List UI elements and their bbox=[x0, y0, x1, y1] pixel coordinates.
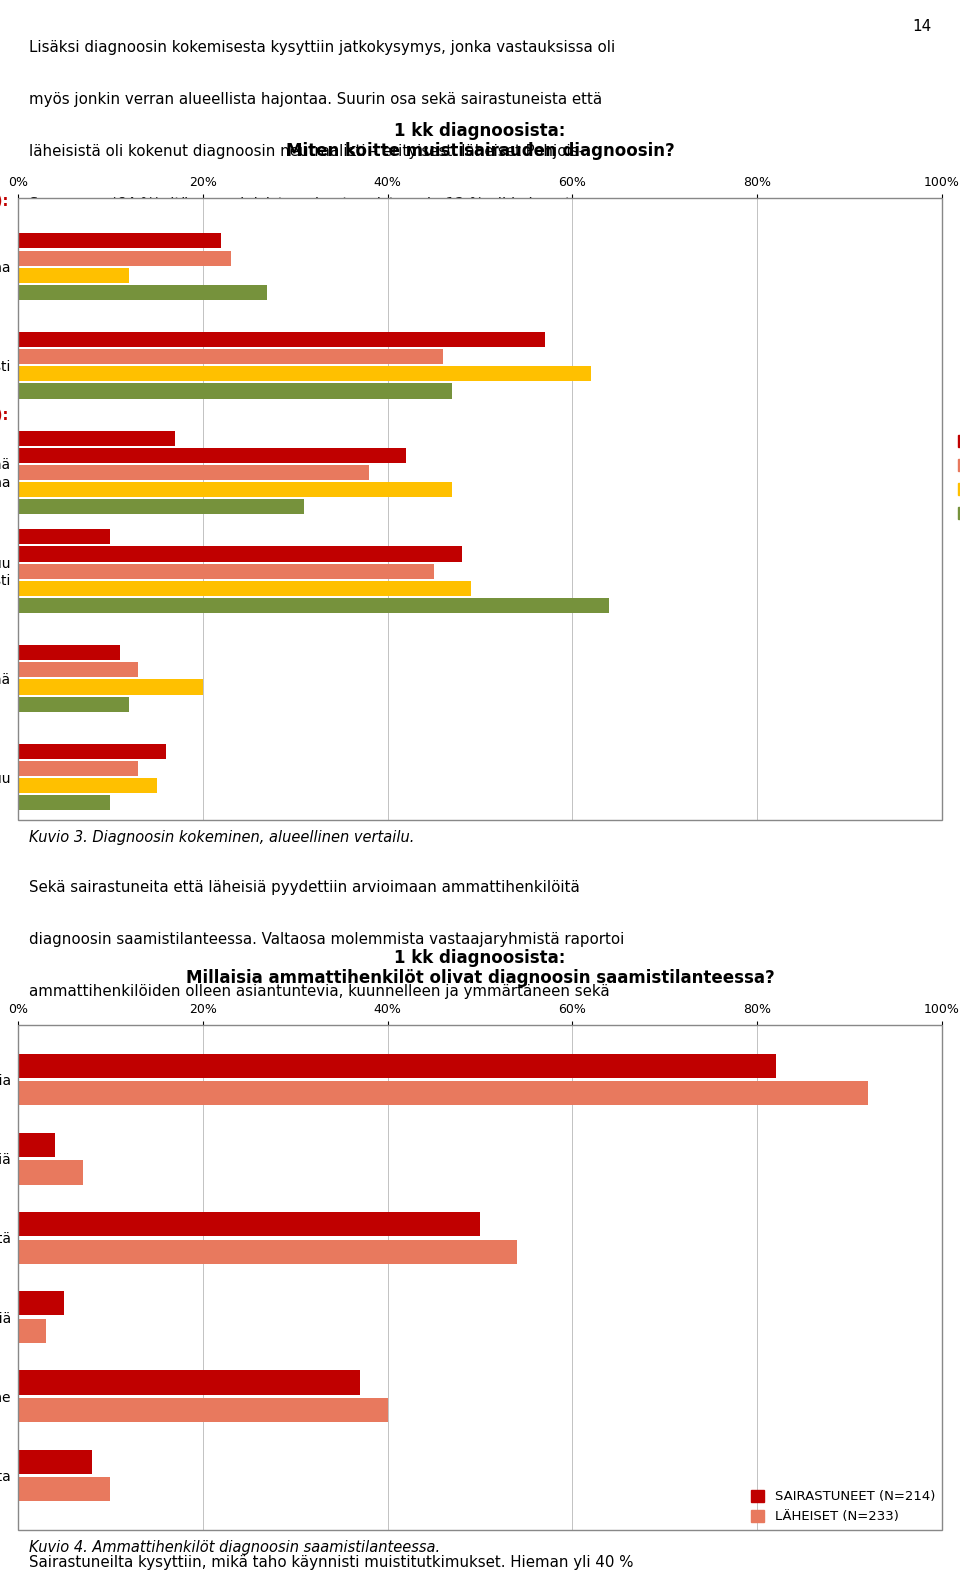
Bar bbox=[18, 285, 268, 300]
Bar bbox=[18, 778, 156, 794]
Bar bbox=[18, 482, 222, 498]
Bar bbox=[18, 500, 304, 514]
Bar bbox=[18, 1371, 360, 1394]
Bar bbox=[18, 465, 370, 481]
Legend: Etelä-Suomi, Länsi-Suomi, Itä-Suomi, Pohjois-Suomi: Etelä-Suomi, Länsi-Suomi, Itä-Suomi, Poh… bbox=[958, 435, 960, 520]
Text: Kuvio 3. Diagnoosin kokeminen, alueellinen vertailu.: Kuvio 3. Diagnoosin kokeminen, alueellin… bbox=[29, 830, 414, 844]
Bar bbox=[18, 1134, 55, 1157]
Bar bbox=[18, 447, 222, 463]
Text: diagnoosin saamistilanteessa. Valtaosa molemmista vastaajaryhmistä raportoi: diagnoosin saamistilanteessa. Valtaosa m… bbox=[29, 933, 624, 947]
Bar bbox=[18, 267, 129, 283]
Text: sairastuneen että läheisen tunteita.: sairastuneen että läheisen tunteita. bbox=[29, 1037, 299, 1051]
Text: Sekä sairastuneita että läheisiä pyydettiin arvioimaan ammattihenkilöitä: Sekä sairastuneita että läheisiä pyydett… bbox=[29, 881, 580, 895]
Bar bbox=[18, 1160, 83, 1184]
Bar bbox=[18, 564, 129, 579]
Bar bbox=[18, 1240, 516, 1263]
Bar bbox=[18, 1319, 46, 1342]
Bar bbox=[18, 662, 138, 677]
Bar bbox=[18, 332, 544, 348]
Bar bbox=[18, 697, 129, 711]
Bar bbox=[18, 1055, 776, 1078]
Text: diagnoosin helpotuksena. Kohtaan “Muu” oli yleisemmin nimetty hämmennys.: diagnoosin helpotuksena. Kohtaan “Muu” o… bbox=[29, 248, 622, 262]
Bar bbox=[18, 1024, 942, 1530]
Bar bbox=[18, 547, 148, 561]
Text: LÄHEISET (N=230):: LÄHEISET (N=230): bbox=[0, 406, 9, 424]
Text: Lisäksi diagnoosin kokemisesta kysyttiin jatkokysymys, jonka vastauksissa oli: Lisäksi diagnoosin kokemisesta kysyttiin… bbox=[29, 40, 615, 54]
Bar bbox=[18, 250, 230, 266]
Title: 1 kk diagnoosista:
Miten koitte muistisairauden diagnoosin?: 1 kk diagnoosista: Miten koitte muistisa… bbox=[286, 122, 674, 160]
Bar bbox=[18, 384, 452, 398]
Text: myös jonkin verran alueellista hajontaa. Suurin osa sekä sairastuneista että: myös jonkin verran alueellista hajontaa.… bbox=[29, 92, 602, 106]
Text: SAIRASTUNEET (N=212):: SAIRASTUNEET (N=212): bbox=[0, 194, 9, 209]
Legend: SAIRASTUNEET (N=214), LÄHEISET (N=233): SAIRASTUNEET (N=214), LÄHEISET (N=233) bbox=[752, 1489, 935, 1524]
Text: 14: 14 bbox=[912, 19, 931, 33]
Bar bbox=[18, 1477, 110, 1500]
Title: 1 kk diagnoosista:
Millaisia ammattihenkilöt olivat diagnoosin saamistilanteessa: 1 kk diagnoosista: Millaisia ammattihenk… bbox=[185, 949, 775, 987]
Text: Suomessa (64 %). Itäsuomalaisista sairastuneista vain 12 % oli kokenut: Suomessa (64 %). Itäsuomalaisista sairas… bbox=[29, 196, 571, 210]
Bar bbox=[18, 547, 462, 561]
Bar bbox=[18, 1213, 480, 1236]
Bar bbox=[18, 1450, 92, 1473]
Bar bbox=[18, 530, 110, 544]
Text: Sairastuneilta kysyttiin, mikä taho käynnisti muistitutkimukset. Hieman yli 40 %: Sairastuneilta kysyttiin, mikä taho käyn… bbox=[29, 1556, 634, 1570]
Bar bbox=[18, 580, 110, 596]
Bar bbox=[18, 349, 444, 364]
Bar bbox=[18, 465, 203, 481]
Bar bbox=[18, 1398, 388, 1421]
Bar bbox=[18, 482, 452, 498]
Bar bbox=[18, 580, 470, 596]
Bar bbox=[18, 680, 203, 694]
Bar bbox=[18, 447, 406, 463]
Bar bbox=[18, 564, 434, 579]
Bar bbox=[18, 760, 138, 776]
Bar bbox=[18, 795, 110, 811]
Bar bbox=[18, 743, 166, 759]
Text: Kuvio 4. Ammattihenkilöt diagnoosin saamistilanteessa.: Kuvio 4. Ammattihenkilöt diagnoosin saam… bbox=[29, 1540, 440, 1556]
Bar bbox=[18, 234, 222, 248]
Bar bbox=[18, 430, 175, 446]
Text: läheisistä oli kokenut diagnoosin neutraalisti – erityisesti läheiset Pohjois-: läheisistä oli kokenut diagnoosin neutra… bbox=[29, 144, 584, 158]
Bar bbox=[18, 198, 942, 821]
Bar bbox=[18, 1081, 868, 1105]
Bar bbox=[18, 367, 591, 381]
Bar bbox=[18, 598, 610, 613]
Text: ammattihenkilöiden olleen asiantuntevia, kuunnelleen ja ymmärtäneen sekä: ammattihenkilöiden olleen asiantuntevia,… bbox=[29, 985, 610, 999]
Bar bbox=[18, 1292, 64, 1315]
Bar bbox=[18, 645, 120, 661]
